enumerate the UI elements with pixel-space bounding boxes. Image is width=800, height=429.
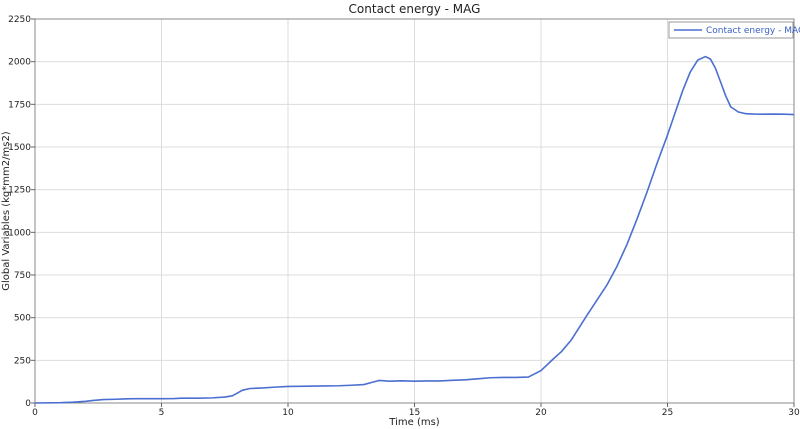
x-tick-label: 0 [32,408,38,418]
x-tick-label: 25 [662,408,673,418]
x-tick-label: 5 [159,408,165,418]
y-tick-label: 250 [14,356,31,366]
series-line [34,55,795,404]
y-tick-label: 2000 [8,58,31,68]
chart-title: Contact energy - MAG [349,2,481,16]
x-axis-title: Time (ms) [388,417,440,428]
series-layer [34,55,795,404]
legend-box [668,21,794,39]
x-tick-label: 10 [282,408,294,418]
legend: Contact energy - MAG [668,21,800,39]
y-tick-label: 750 [14,271,31,281]
x-tick-label: 20 [535,408,547,418]
x-tick-label: 30 [788,408,800,418]
axis-ticks: 0 5 10 15 20 25 30 0 250 500 750 1000 1250 1500 1750 20… [8,15,800,418]
y-tick-label: 0 [25,399,31,409]
y-tick-label: 1000 [8,228,31,238]
x-tick-label: 15 [409,408,420,418]
y-tick-label: 1250 [8,186,31,196]
legend-label: Contact energy - MAG [706,26,800,36]
grid [35,19,794,403]
y-tick-label: 1750 [8,100,31,110]
y-tick-label: 1500 [8,143,31,153]
y-tick-label: 500 [14,314,31,324]
y-tick-label: 2250 [8,15,31,25]
y-axis-title: Global Variables (kg*mm2/ms2) [1,131,12,291]
